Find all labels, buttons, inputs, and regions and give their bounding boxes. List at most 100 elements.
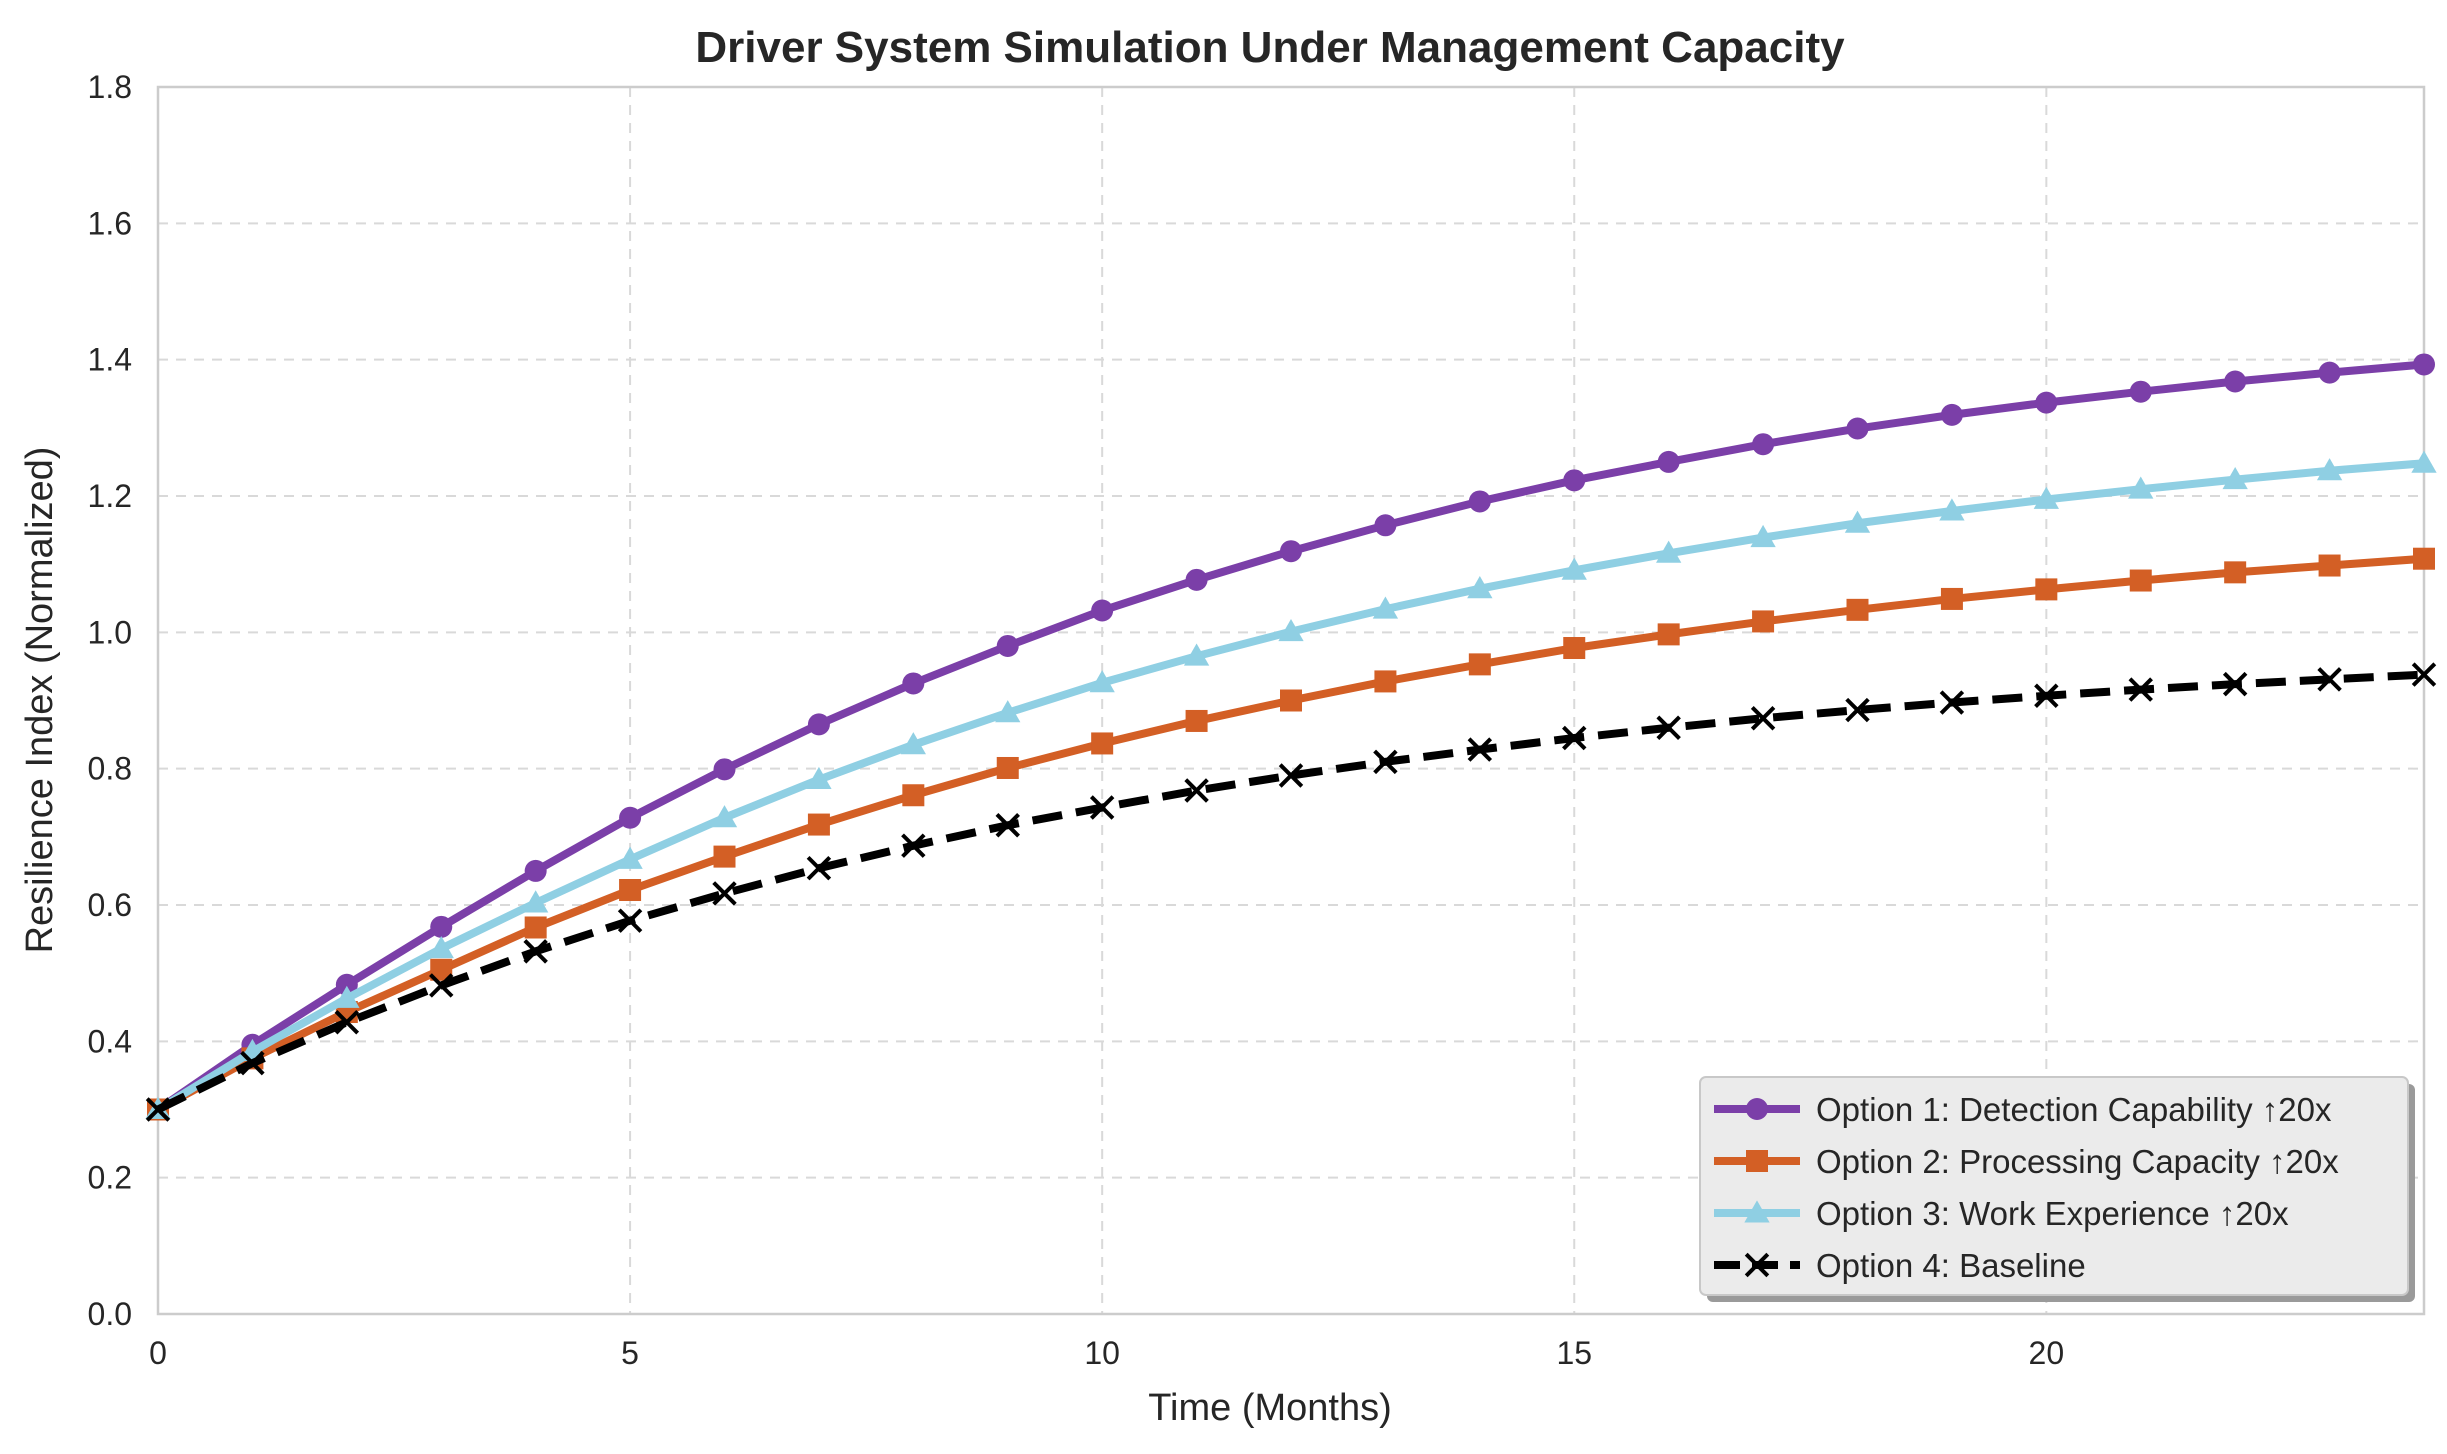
data-point [1657,623,1680,646]
x-marker-stroke [995,813,1020,838]
data-point [524,859,547,882]
data-point [1374,514,1397,537]
series-2 [147,547,2435,1121]
data-point [807,713,830,736]
legend-entry: Option 1: Detection Capability ↑20x [1714,1091,2332,1128]
data-point [335,973,358,996]
y-tick-label: 0.6 [88,887,132,923]
data-point [2316,458,2343,481]
data-point [617,908,643,933]
x-marker-stroke [1184,778,1209,803]
x-marker-stroke [806,855,832,881]
data-point [1373,749,1398,775]
x-tick-label: 20 [2029,1335,2065,1371]
x-marker-stroke [1744,1252,1770,1278]
data-point [1746,1150,1768,1172]
data-point [901,833,926,858]
data-point [1845,697,1870,723]
data-point [2413,353,2435,376]
legend-label: Option 1: Detection Capability ↑20x [1816,1091,2332,1128]
data-point [1183,643,1210,666]
series-4 [145,662,2437,1122]
x-marker-stroke [145,1097,171,1122]
data-point [1939,498,1965,521]
x-marker-stroke [240,1050,265,1076]
x-marker-stroke [1845,697,1870,723]
data-point [1468,490,1491,513]
data-point [2035,578,2058,601]
legend-label: Option 3: Work Experience ↑20x [1816,1195,2289,1232]
data-point [1374,670,1397,693]
data-point [334,985,360,1008]
data-point [2318,361,2341,384]
y-tick-label: 1.0 [88,614,132,650]
data-point [523,890,549,913]
y-tick-label: 0.4 [88,1023,132,1059]
data-point [995,700,1021,723]
data-point [2222,671,2248,697]
x-marker-stroke [1089,795,1115,820]
data-point [1278,763,1304,788]
data-point [1280,540,1302,563]
data-point [2222,466,2248,490]
x-tick-label: 10 [1084,1335,1120,1371]
legend-entry: Option 4: Baseline [1714,1247,2086,1284]
series-1 [147,353,2435,1121]
series-line [154,360,2428,1114]
data-point [902,672,925,695]
x-axis-label: Time (Months) [1148,1387,1392,1429]
x-tick-label: 5 [621,1335,639,1371]
data-point [806,855,832,881]
data-point [2411,450,2437,473]
data-point [712,881,737,906]
data-point [619,806,642,829]
legend-label: Option 2: Processing Capacity ↑20x [1816,1143,2339,1180]
data-point [2317,667,2342,692]
y-tick-label: 0.2 [88,1160,132,1196]
data-point [1563,469,1586,492]
data-point [1846,598,1869,621]
x-tick-label: 0 [149,1335,167,1371]
data-point [1184,778,1209,803]
data-point [2128,677,2153,702]
x-marker-stroke [1656,715,1681,740]
data-point [995,813,1020,838]
data-point [523,939,548,964]
x-marker-stroke [2034,683,2059,708]
data-point [2129,569,2152,592]
data-point [1562,725,1587,751]
data-point [1467,576,1493,599]
data-point [430,915,453,938]
data-point [1656,540,1682,563]
data-point [900,732,926,755]
data-point [1091,599,1114,622]
legend-entry: Option 2: Processing Capacity ↑20x [1714,1143,2339,1180]
x-marker-stroke [1750,706,1776,731]
axis-ticks: 0 5 10 15 20 0.0 0.2 0.4 0.6 0.8 1.0 1.2 1.4 1.6 1.8 [88,69,2065,1371]
data-point [2128,476,2154,499]
data-point [1940,403,1963,426]
data-point [1656,715,1681,740]
x-marker-stroke [1373,749,1398,775]
data-point [524,916,547,939]
data-point [1844,510,1871,533]
y-tick-label: 1.4 [88,342,132,378]
x-marker-stroke [2317,667,2342,692]
data-point [2034,683,2059,708]
plot-frame [156,85,2426,1316]
data-point [806,766,832,790]
y-tick-label: 1.8 [88,69,132,105]
data-point [1185,709,1208,732]
data-point [1744,1200,1770,1223]
data-point [2411,662,2437,687]
series-group [145,353,2437,1122]
data-point [1752,610,1775,633]
x-marker-stroke [1562,725,1587,751]
data-point [1940,587,1963,610]
y-tick-label: 0.0 [88,1296,132,1332]
data-point [2033,486,2059,509]
x-marker-stroke [523,939,548,964]
data-point [1939,690,1965,715]
y-tick-label: 1.6 [88,205,132,241]
